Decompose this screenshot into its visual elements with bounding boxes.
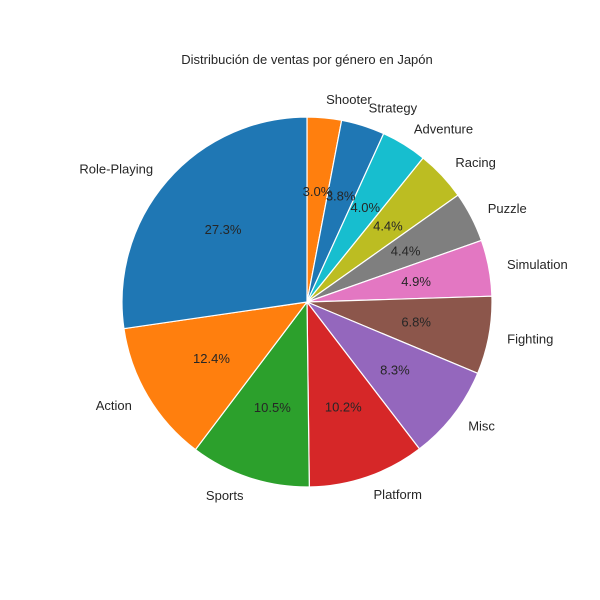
label-action: Action — [96, 398, 132, 413]
pct-label-misc: 8.3% — [380, 362, 410, 377]
pct-label-adventure: 4.0% — [350, 200, 380, 215]
label-racing: Racing — [455, 155, 495, 170]
pct-label-racing: 4.4% — [373, 219, 403, 234]
slice-role-playing — [121, 116, 308, 330]
pct-label-role-playing: 27.3% — [205, 222, 242, 237]
pct-label-platform: 10.2% — [325, 399, 362, 414]
slice-misc — [305, 300, 479, 450]
label-simulation: Simulation — [507, 257, 568, 272]
label-shooter: Shooter — [326, 92, 372, 107]
label-sports: Sports — [206, 488, 244, 503]
slice-platform — [306, 300, 421, 488]
slice-sports — [194, 300, 310, 488]
pct-label-sports: 10.5% — [254, 400, 291, 415]
label-role-playing: Role-Playing — [79, 161, 153, 176]
pie-slices — [121, 116, 493, 488]
label-fighting: Fighting — [507, 331, 553, 346]
label-platform: Platform — [374, 487, 422, 502]
pie-labels: Shooter 3.0% Strategy 3.8% Adventure 4.0% Raci… — [79, 92, 567, 503]
pct-label-action: 12.4% — [193, 351, 230, 366]
pct-label-strategy: 3.8% — [326, 189, 356, 204]
label-misc: Misc — [468, 419, 495, 434]
pct-label-puzzle: 4.4% — [391, 243, 421, 258]
pct-label-simulation: 4.9% — [401, 274, 431, 289]
pct-label-fighting: 6.8% — [401, 315, 431, 330]
label-puzzle: Puzzle — [488, 201, 527, 216]
chart-title: Distribución de ventas por género en Jap… — [181, 52, 433, 67]
label-adventure: Adventure — [414, 121, 473, 136]
slice-action — [123, 301, 309, 451]
label-strategy: Strategy — [369, 101, 418, 116]
pct-label-shooter: 3.0% — [303, 184, 333, 199]
